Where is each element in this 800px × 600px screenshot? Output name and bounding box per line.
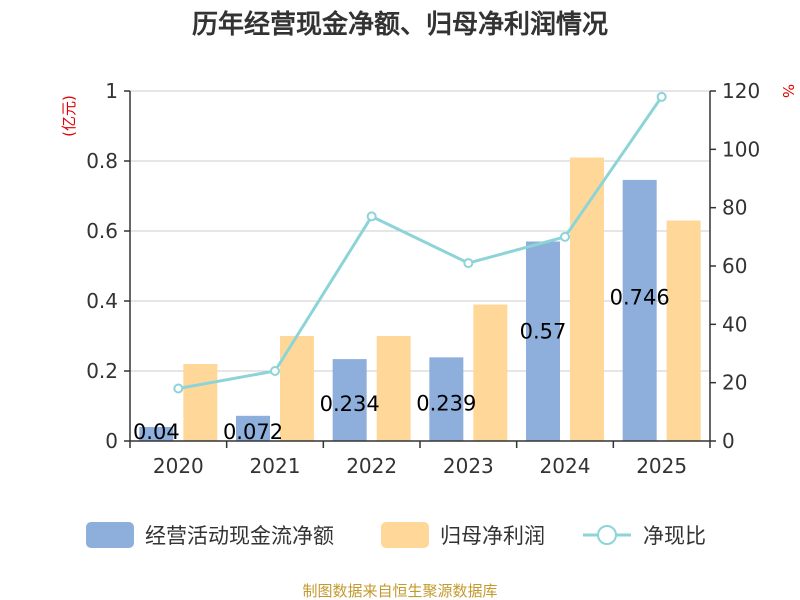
data-label-cashflow: 0.239 bbox=[416, 391, 476, 415]
legend: 经营活动现金流净额 归母净利润 净现比 bbox=[86, 522, 706, 548]
bars bbox=[139, 157, 701, 441]
x-tick-label: 2023 bbox=[443, 454, 494, 478]
data-label-cashflow: 0.746 bbox=[610, 285, 670, 309]
legend-marker-ratio bbox=[597, 525, 617, 545]
bar-operating-cashflow bbox=[236, 415, 270, 441]
y-right-tick-label: 60 bbox=[722, 254, 747, 278]
ratio-point bbox=[366, 211, 377, 222]
data-label-cashflow: 0.57 bbox=[520, 319, 567, 343]
legend-swatch-net-profit bbox=[381, 522, 429, 548]
ratio-line bbox=[173, 91, 667, 394]
y-right-tick-label: 0 bbox=[722, 429, 735, 453]
grid-lines bbox=[130, 90, 710, 372]
x-tick-label: 2024 bbox=[540, 454, 591, 478]
axes: 0 0.2 0.4 0.6 0.8 1 0 20 40 60 80 100 120 2020 2021 202… bbox=[86, 79, 760, 478]
y-left-tick-label: 0 bbox=[105, 429, 118, 453]
ratio-point bbox=[173, 383, 184, 394]
y-right-tick-label: 80 bbox=[722, 196, 747, 220]
y-left-tick-label: 0.8 bbox=[86, 149, 118, 173]
bar-operating-cashflow bbox=[429, 357, 464, 441]
legend-swatch-cashflow bbox=[86, 522, 134, 548]
y-right-unit: % bbox=[779, 84, 797, 98]
ratio-point bbox=[270, 366, 280, 376]
bar-net-profit bbox=[570, 157, 604, 441]
ratio-point bbox=[560, 231, 570, 242]
data-label-cashflow: 0.234 bbox=[320, 392, 380, 416]
legend-label-net-profit: 归母净利润 bbox=[440, 524, 545, 548]
y-left-tick-label: 1 bbox=[105, 79, 118, 103]
data-labels: 0.04 0.072 0.234 0.239 0.57 0.746 bbox=[133, 285, 670, 444]
y-left-tick-label: 0.4 bbox=[86, 289, 118, 313]
x-tick-label: 2022 bbox=[346, 454, 397, 478]
bar-net-profit bbox=[280, 336, 314, 441]
bar-operating-cashflow bbox=[526, 241, 560, 441]
bar-operating-cashflow bbox=[139, 427, 174, 441]
y-right-tick-label: 120 bbox=[722, 79, 760, 103]
bar-net-profit bbox=[473, 304, 508, 441]
y-left-tick-label: 0.6 bbox=[86, 219, 118, 243]
x-tick-label: 2021 bbox=[250, 454, 301, 478]
y-left-unit: (亿元) bbox=[60, 95, 78, 137]
ratio-line-path bbox=[178, 95, 663, 390]
bar-operating-cashflow bbox=[622, 179, 657, 441]
x-tick-label: 2020 bbox=[153, 454, 204, 478]
data-label-cashflow: 0.04 bbox=[133, 420, 180, 444]
bar-operating-cashflow bbox=[332, 359, 367, 441]
data-label-cashflow: 0.072 bbox=[223, 420, 283, 444]
y-right-tick-label: 20 bbox=[722, 371, 747, 395]
y-right-tick-label: 40 bbox=[722, 312, 747, 336]
ratio-point bbox=[463, 258, 474, 269]
source-note: 制图数据来自恒生聚源数据库 bbox=[302, 582, 497, 600]
x-tick-label: 2025 bbox=[636, 454, 687, 478]
legend-label-cashflow: 经营活动现金流净额 bbox=[145, 524, 334, 548]
bar-net-profit bbox=[666, 220, 701, 441]
bar-net-profit bbox=[183, 364, 218, 441]
legend-label-ratio: 净现比 bbox=[643, 524, 706, 548]
y-right-tick-label: 100 bbox=[722, 137, 760, 161]
ratio-point bbox=[656, 91, 667, 102]
bar-net-profit bbox=[376, 336, 411, 441]
y-left-tick-label: 0.2 bbox=[86, 359, 118, 383]
chart-title: 历年经营现金净额、归母净利润情况 bbox=[192, 9, 608, 40]
